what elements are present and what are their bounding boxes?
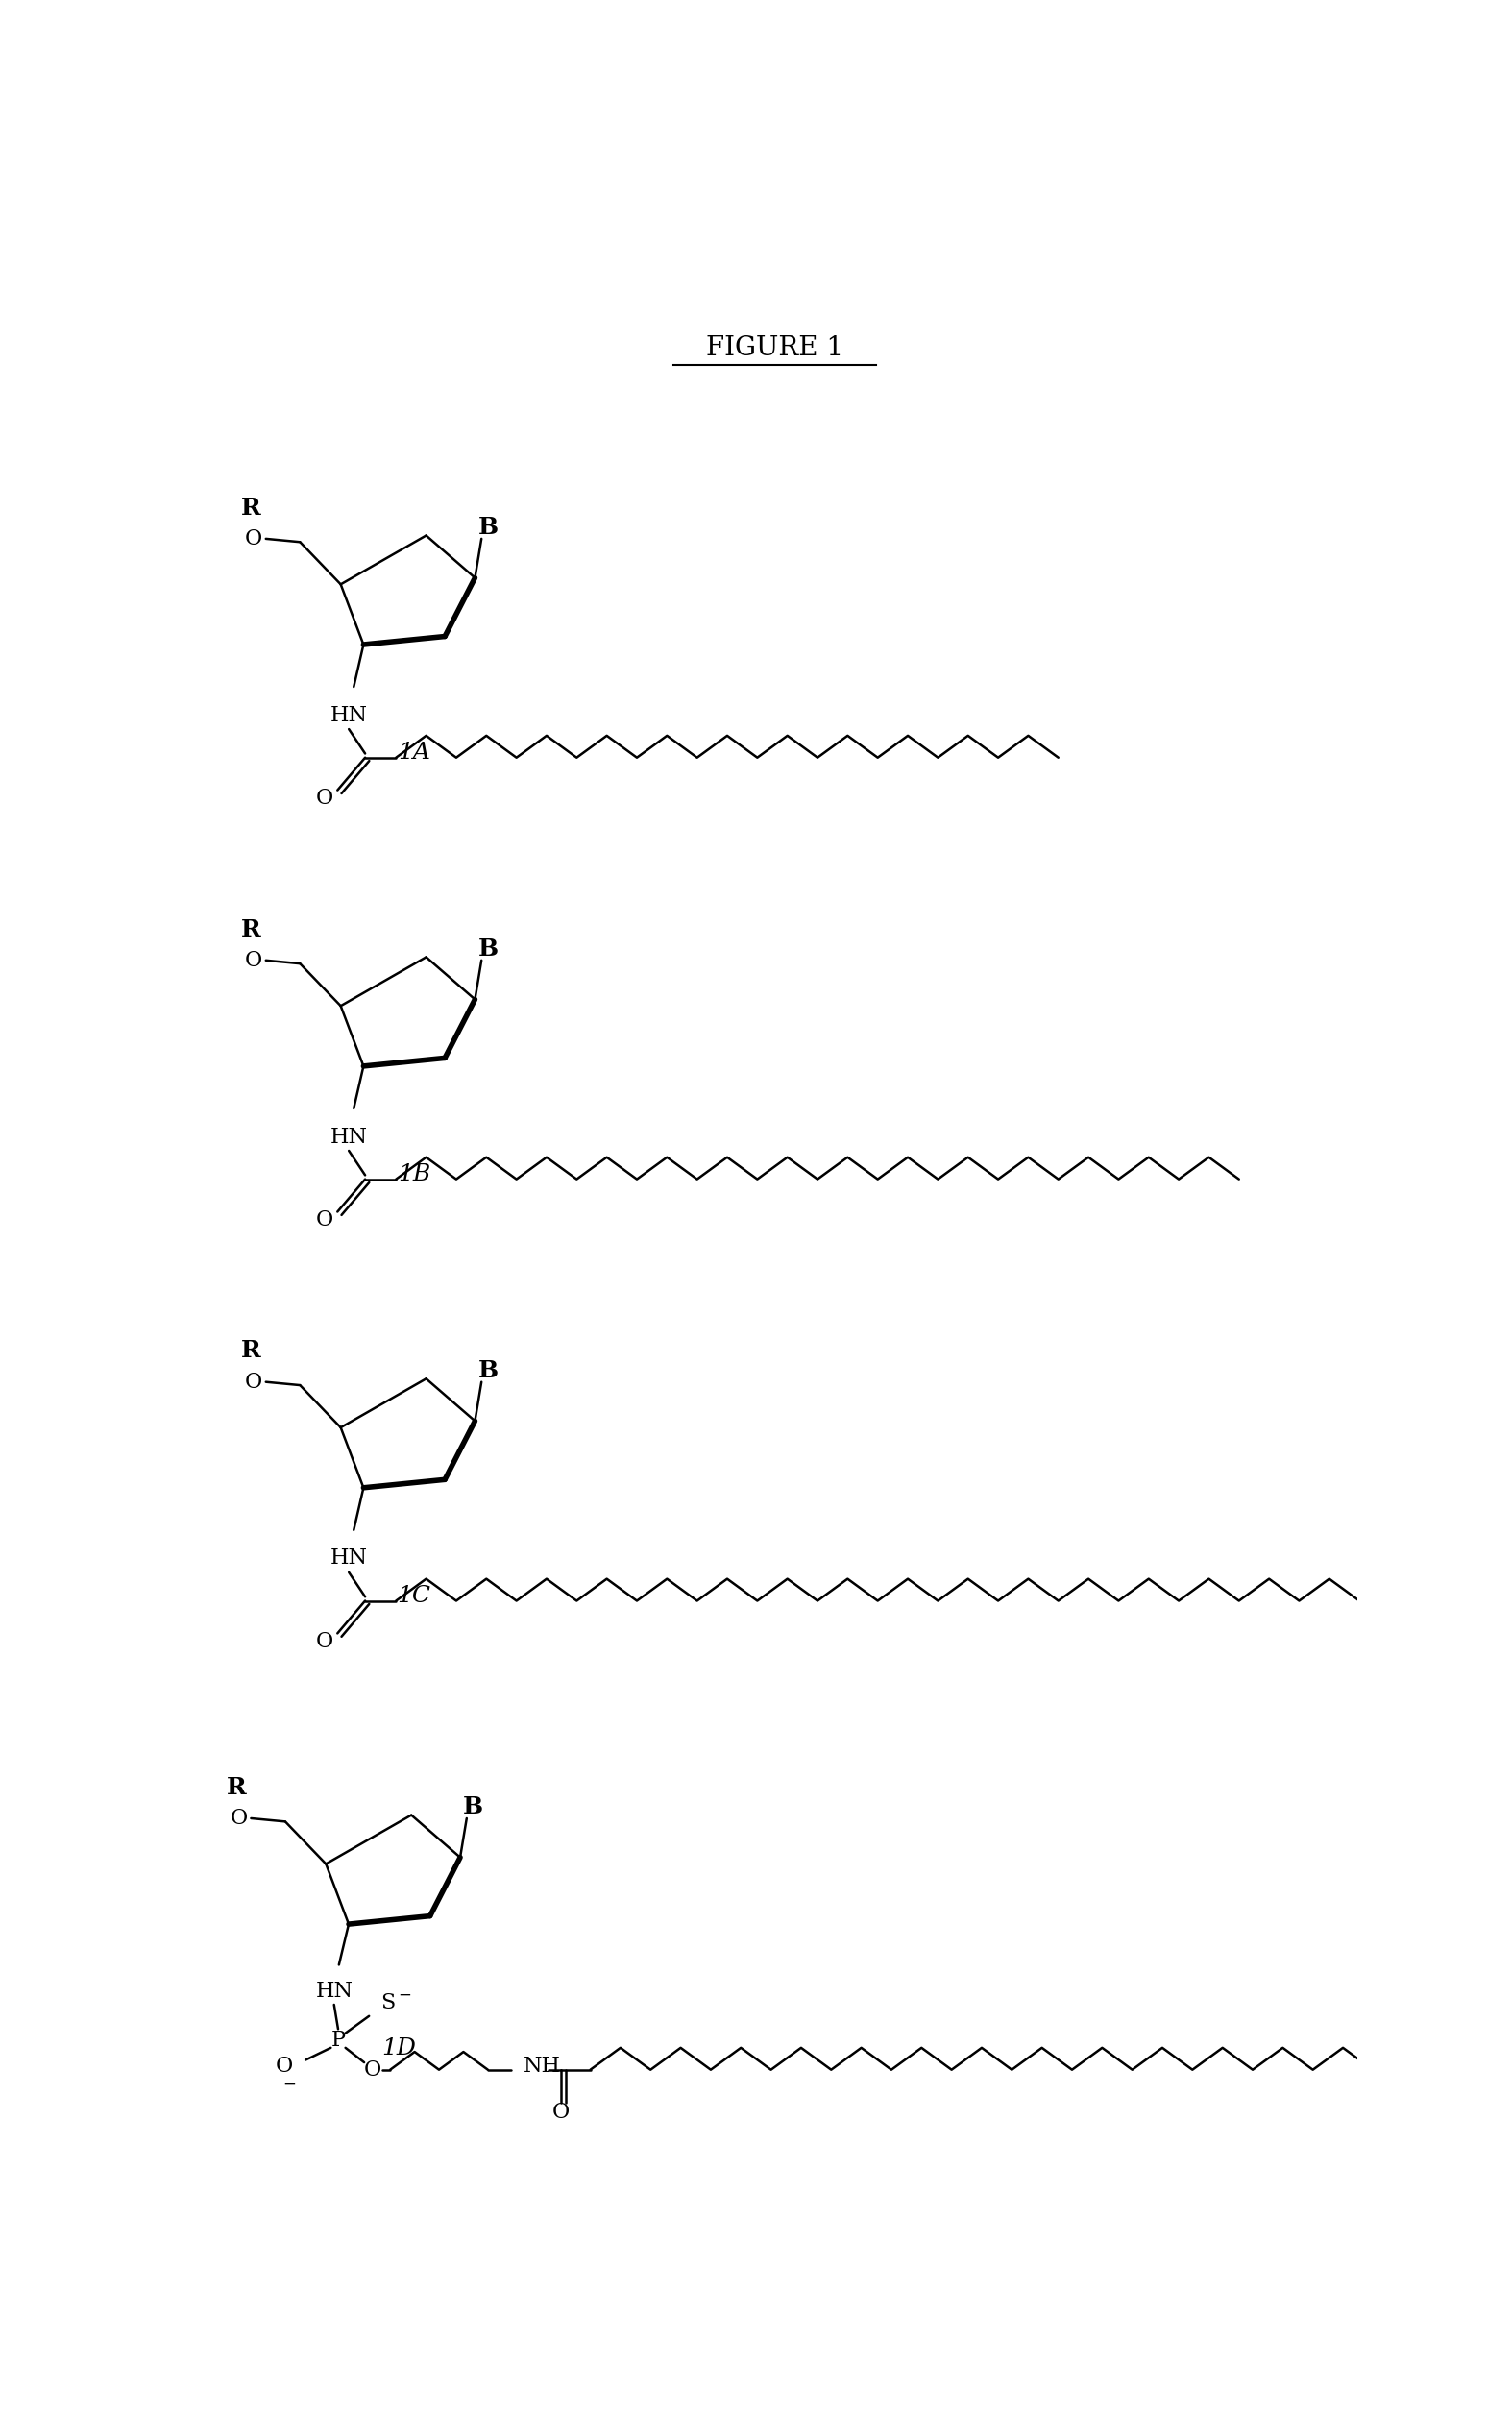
Text: HN: HN bbox=[316, 1980, 352, 2002]
Text: O: O bbox=[552, 2102, 570, 2122]
Text: P: P bbox=[331, 2029, 345, 2051]
Text: O: O bbox=[275, 2056, 292, 2078]
Text: 1C: 1C bbox=[398, 1586, 431, 1608]
Text: B: B bbox=[478, 1359, 497, 1381]
Text: R: R bbox=[242, 1340, 262, 1362]
Text: NH: NH bbox=[523, 2056, 561, 2078]
Text: B: B bbox=[478, 938, 497, 960]
Text: O: O bbox=[316, 1208, 333, 1230]
Text: R: R bbox=[242, 918, 262, 940]
Text: 1D: 1D bbox=[383, 2036, 416, 2058]
Text: S: S bbox=[381, 1993, 395, 2015]
Text: B: B bbox=[463, 1795, 484, 1820]
Text: O: O bbox=[230, 1808, 248, 1829]
Text: O: O bbox=[316, 787, 333, 809]
Text: R: R bbox=[242, 497, 262, 519]
Text: B: B bbox=[478, 516, 497, 538]
Text: O: O bbox=[245, 950, 263, 972]
Text: 1A: 1A bbox=[398, 741, 431, 765]
Text: O: O bbox=[245, 529, 263, 551]
Text: R: R bbox=[227, 1776, 246, 1798]
Text: O: O bbox=[316, 1632, 333, 1652]
Text: −: − bbox=[283, 2075, 296, 2093]
Text: HN: HN bbox=[330, 1547, 367, 1569]
Text: HN: HN bbox=[330, 1125, 367, 1147]
Text: O: O bbox=[245, 1371, 263, 1393]
Text: −: − bbox=[398, 1988, 411, 2002]
Text: HN: HN bbox=[330, 704, 367, 726]
Text: 1B: 1B bbox=[398, 1164, 431, 1186]
Text: FIGURE 1: FIGURE 1 bbox=[706, 336, 844, 361]
Text: O: O bbox=[363, 2058, 381, 2080]
